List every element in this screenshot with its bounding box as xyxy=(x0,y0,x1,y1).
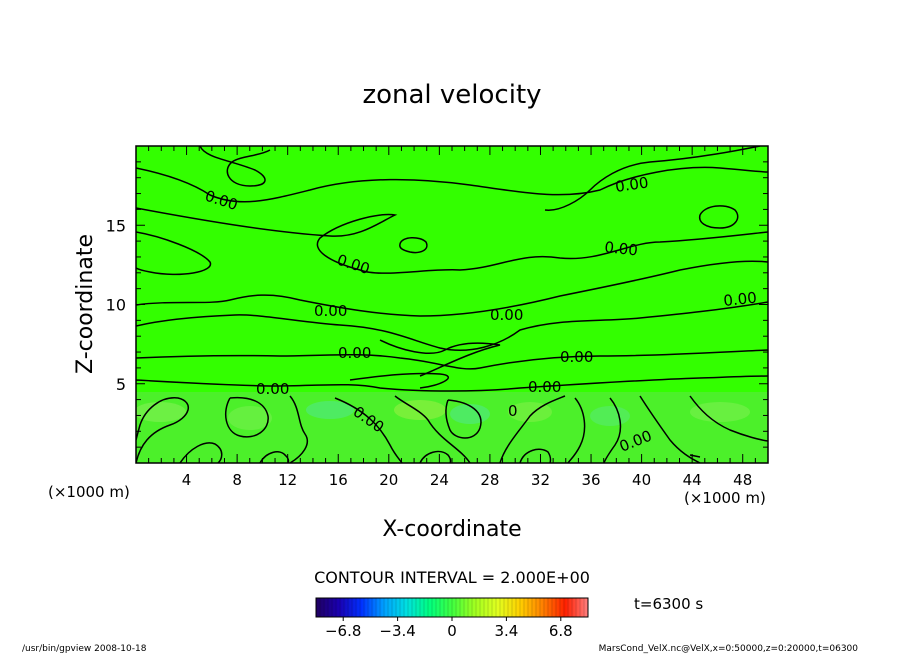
contour-line xyxy=(349,372,449,389)
contour-label: 0.00 xyxy=(490,306,523,324)
colorbar-tick-label: 0 xyxy=(447,622,457,640)
colorbar-tick-label: −3.4 xyxy=(379,622,415,640)
contour-line xyxy=(519,448,552,463)
contour-label: 0.00 xyxy=(256,380,289,398)
contour-label: 0.00 xyxy=(314,302,347,320)
contour-line xyxy=(544,146,761,211)
x-tick-label: 20 xyxy=(379,471,398,489)
contour-line xyxy=(639,395,701,463)
contour-line xyxy=(567,397,586,463)
contour-line xyxy=(136,231,211,276)
contour-label: 0.00 xyxy=(528,378,561,396)
contour-label: 0.00 xyxy=(338,344,371,362)
y-tick-label: 5 xyxy=(116,375,126,394)
footer-left: /usr/bin/gpview 2008-10-18 xyxy=(22,644,147,654)
footer-right: MarsCond_VelX.nc@VelX,x=0:50000,z=0:2000… xyxy=(599,644,859,654)
contour-line xyxy=(136,166,768,203)
contour-line xyxy=(289,395,309,463)
contour-line xyxy=(224,396,269,438)
contour-interval-label: CONTOUR INTERVAL = 2.000E+00 xyxy=(314,568,590,587)
x-tick-label: 16 xyxy=(329,471,348,489)
x-unit-left: (×1000 m) xyxy=(48,483,130,501)
colorbar xyxy=(315,597,589,618)
contour-label: 0.00 xyxy=(614,173,650,195)
chart-title: zonal velocity xyxy=(362,80,541,110)
x-axis: 4 8 12 16 20 24 28 32 36 40 44 48 xyxy=(148,146,756,489)
time-label: t=6300 s xyxy=(634,595,703,613)
contour-label: 0.00 xyxy=(723,289,758,310)
contour-line xyxy=(689,395,768,442)
contour-line xyxy=(179,442,223,463)
contour-label: 0 xyxy=(508,402,518,420)
contour-line xyxy=(394,395,471,463)
x-tick-label: 44 xyxy=(683,471,702,489)
colorbar-tick-label: −6.8 xyxy=(325,622,361,640)
contour-line xyxy=(136,260,768,317)
lower-velocity-field xyxy=(136,392,768,463)
y-axis: 5 10 15 xyxy=(106,161,768,448)
contour-line xyxy=(603,397,622,463)
x-tick-label: 28 xyxy=(480,471,499,489)
colorbar-gradient xyxy=(316,598,588,617)
contour-line xyxy=(334,397,403,463)
contour-line xyxy=(445,399,482,439)
contour-line xyxy=(698,205,739,229)
x-axis-label: X-coordinate xyxy=(382,517,521,542)
x-tick-label: 8 xyxy=(232,471,242,489)
contour-line xyxy=(379,339,501,377)
x-tick-label: 4 xyxy=(182,471,192,489)
contour-line xyxy=(419,450,452,463)
x-tick-label: 32 xyxy=(531,471,550,489)
y-tick-label: 15 xyxy=(106,216,126,235)
contour-line xyxy=(136,349,768,370)
contour-line xyxy=(136,301,768,352)
colorbar-ticks: −6.8 −3.4 0 3.4 6.8 xyxy=(325,617,573,640)
x-unit-right: (×1000 m) xyxy=(684,489,766,507)
x-tick-label: 40 xyxy=(632,471,651,489)
contour-label: 0.00 xyxy=(560,348,593,366)
x-tick-label: 48 xyxy=(733,471,752,489)
colorbar-tick-label: 3.4 xyxy=(494,622,518,640)
x-tick-label: 36 xyxy=(581,471,600,489)
x-tick-label: 24 xyxy=(430,471,449,489)
colorbar-tick-label: 6.8 xyxy=(549,622,573,640)
contour-line xyxy=(499,395,566,463)
contour-lines xyxy=(136,146,768,463)
contour-line xyxy=(136,207,768,274)
contour-line xyxy=(136,375,768,392)
contour-line xyxy=(199,146,271,187)
y-axis-label: Z-coordinate xyxy=(73,234,98,374)
contour-line xyxy=(399,237,428,254)
y-tick-label: 10 xyxy=(106,296,126,315)
contour-label: 0.00 xyxy=(604,238,639,259)
x-tick-label: 12 xyxy=(278,471,297,489)
